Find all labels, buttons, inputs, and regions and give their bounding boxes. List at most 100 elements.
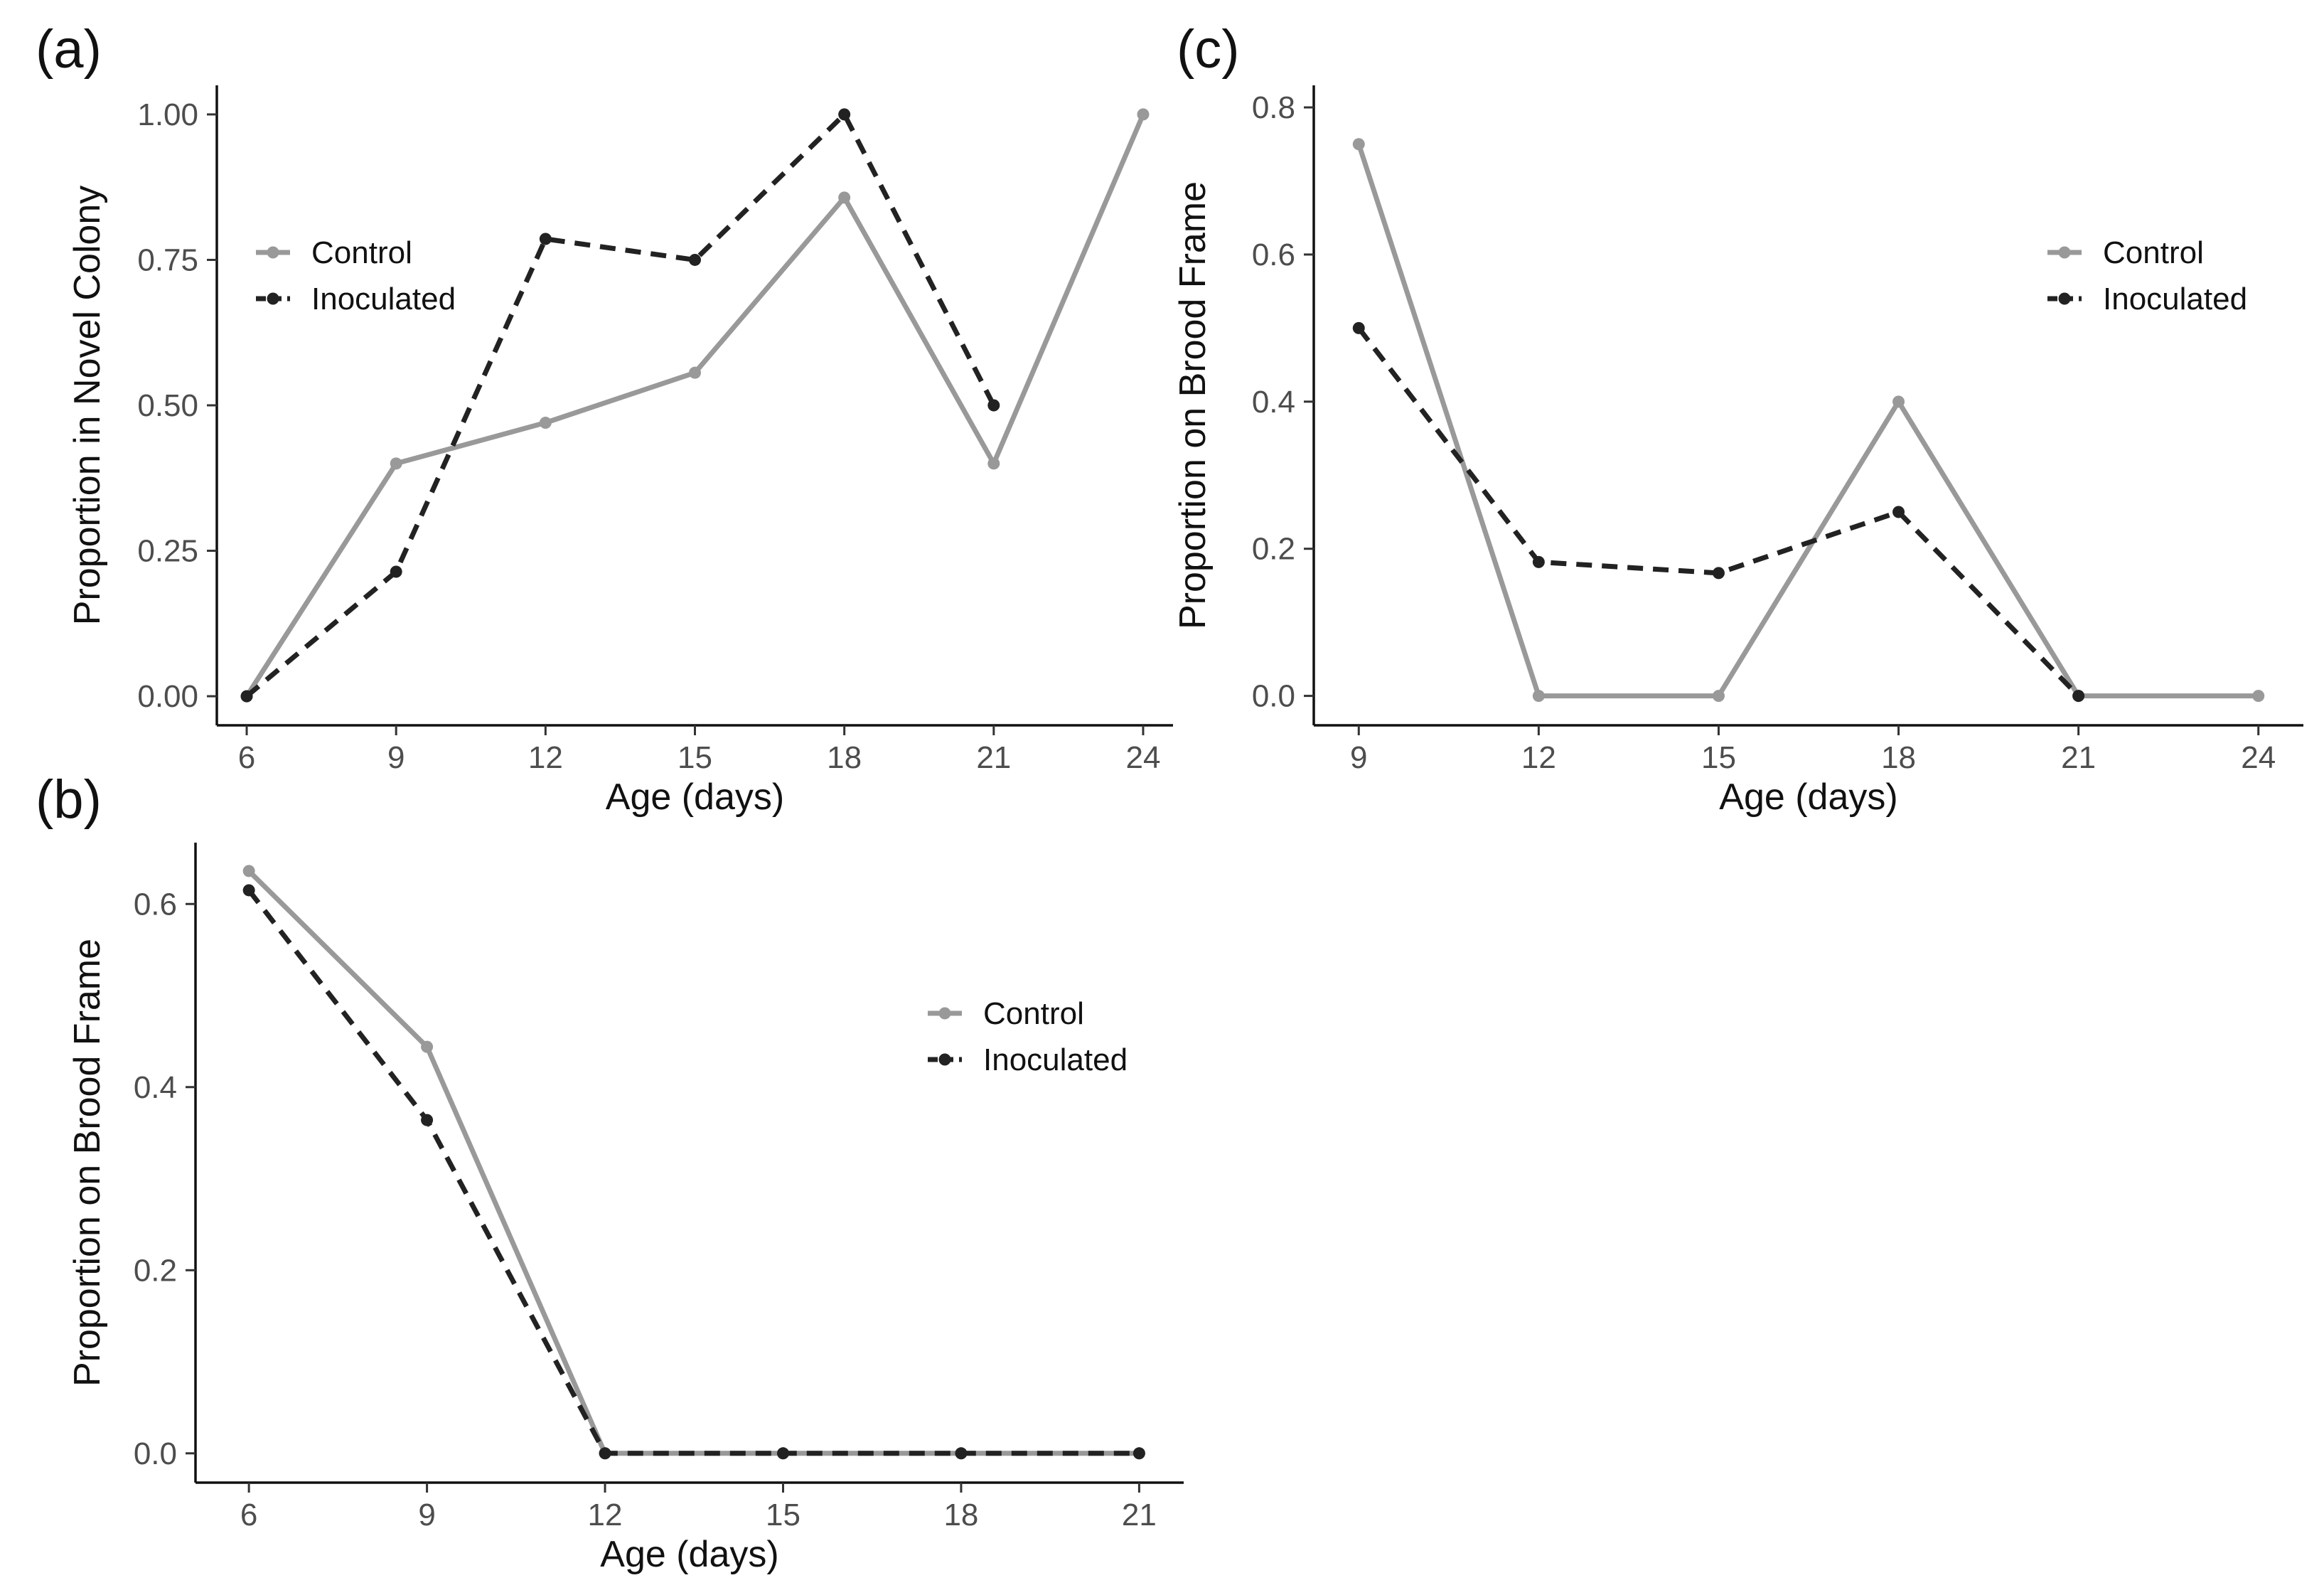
y-axis-title: Proportion on Brood Frame — [67, 939, 108, 1387]
data-point — [776, 1447, 789, 1460]
series-line — [1356, 326, 2081, 698]
legend-label: Inoculated — [311, 282, 456, 316]
x-tick-label: 9 — [387, 740, 405, 775]
x-tick-label: 15 — [766, 1498, 800, 1532]
x-tick-label: 12 — [1521, 740, 1556, 775]
y-tick-label: 0.75 — [137, 242, 198, 277]
series-control — [242, 865, 1145, 1460]
series-line — [247, 888, 1140, 1456]
x-axis-title: Age (days) — [1719, 777, 1897, 818]
data-point — [1712, 567, 1725, 580]
legend-label: Control — [2103, 235, 2204, 270]
panel-label: (b) — [36, 769, 102, 830]
series-control — [240, 108, 1150, 703]
data-point — [1532, 690, 1545, 703]
x-tick-label: 18 — [943, 1498, 978, 1532]
y-tick-label: 0.8 — [1252, 90, 1295, 125]
y-tick-label: 1.00 — [137, 97, 198, 132]
data-point — [2072, 690, 2085, 703]
legend-label: Control — [311, 235, 412, 270]
data-point — [838, 108, 851, 121]
data-point — [987, 399, 1000, 412]
y-tick-label: 0.6 — [134, 887, 177, 922]
y-tick-label: 0.4 — [134, 1070, 177, 1105]
panel-a: (a) 6 9 12 15 18 21 24 0.00 0.25 0.50 0.75 1.00 Age (… — [36, 19, 1173, 818]
panel-c: (c) 9 12 15 18 21 24 0.0 0.2 0.4 0.6 0.8 Age (days) P… — [1172, 19, 2303, 818]
legend-key-marker — [2058, 292, 2071, 305]
panel-label: (a) — [36, 19, 102, 80]
series-line — [247, 869, 1140, 1456]
data-point — [240, 690, 253, 703]
series-line — [245, 112, 996, 698]
data-point — [838, 191, 851, 204]
y-axis-title: Proportion in Novel Colony — [67, 186, 108, 626]
data-point — [689, 366, 701, 379]
data-point — [1132, 1447, 1145, 1460]
series-control — [1352, 138, 2265, 703]
data-point — [1352, 138, 1365, 151]
y-tick-label: 0.0 — [1252, 679, 1295, 714]
y-tick-label: 0.00 — [137, 679, 198, 714]
x-tick-label: 6 — [240, 1498, 257, 1532]
data-point — [1532, 555, 1545, 568]
y-tick-label: 0.2 — [1252, 532, 1295, 567]
series-line — [245, 113, 1146, 698]
data-point — [1137, 108, 1150, 121]
y-tick-label: 0.6 — [1252, 238, 1295, 272]
y-tick-label: 0.4 — [1252, 385, 1295, 420]
x-tick-label: 12 — [528, 740, 563, 775]
data-point — [1712, 690, 1725, 703]
x-tick-label: 15 — [1701, 740, 1736, 775]
panel-label: (c) — [1177, 19, 1240, 80]
x-tick-label: 21 — [1122, 1498, 1157, 1532]
panel-b: (b) 6 9 12 15 18 21 0.0 0.2 0.4 0.6 Age (days) Propo… — [36, 769, 1184, 1575]
y-axis-title: Proportion on Brood Frame — [1172, 181, 1214, 629]
x-tick-label: 6 — [238, 740, 255, 775]
x-tick-label: 12 — [588, 1498, 623, 1532]
data-point — [1892, 506, 1905, 518]
legend-key-marker — [938, 1053, 951, 1066]
x-tick-label: 9 — [1350, 740, 1367, 775]
data-point — [1892, 395, 1905, 408]
legend-label: Control — [983, 996, 1084, 1031]
x-tick-label: 15 — [678, 740, 712, 775]
data-point — [539, 417, 552, 429]
legend: Control Inoculated — [256, 235, 456, 316]
legend-key-marker — [267, 246, 279, 259]
data-point — [1352, 321, 1365, 334]
x-axis-title: Age (days) — [606, 777, 784, 818]
data-point — [242, 865, 255, 877]
data-point — [599, 1447, 611, 1460]
data-point — [955, 1447, 968, 1460]
x-tick-label: 21 — [976, 740, 1011, 775]
series-inoculated — [1352, 321, 2085, 703]
data-point — [421, 1040, 434, 1053]
y-tick-label: 0.50 — [137, 388, 198, 423]
legend: Control Inoculated — [928, 996, 1128, 1077]
y-tick-label: 0.0 — [134, 1436, 177, 1471]
data-point — [421, 1114, 434, 1126]
series-line — [1356, 143, 2259, 699]
legend: Control Inoculated — [2047, 235, 2247, 316]
data-point — [390, 457, 402, 470]
data-point — [987, 457, 1000, 470]
x-tick-label: 18 — [1881, 740, 1916, 775]
x-tick-label: 18 — [827, 740, 862, 775]
x-tick-label: 21 — [2061, 740, 2096, 775]
data-point — [539, 233, 552, 245]
x-tick-label: 24 — [2241, 740, 2276, 775]
legend-key-marker — [938, 1007, 951, 1020]
legend-label: Inoculated — [983, 1042, 1128, 1077]
data-point — [242, 884, 255, 897]
y-tick-label: 0.25 — [137, 534, 198, 569]
x-tick-label: 24 — [1125, 740, 1160, 775]
legend-key-marker — [2058, 246, 2071, 259]
x-tick-label: 9 — [418, 1498, 435, 1532]
x-axis-title: Age (days) — [600, 1534, 778, 1575]
series-inoculated — [242, 884, 1145, 1460]
y-tick-label: 0.2 — [134, 1253, 177, 1288]
series-inoculated — [240, 108, 1000, 703]
legend-key-marker — [267, 292, 279, 305]
legend-label: Inoculated — [2103, 282, 2247, 316]
